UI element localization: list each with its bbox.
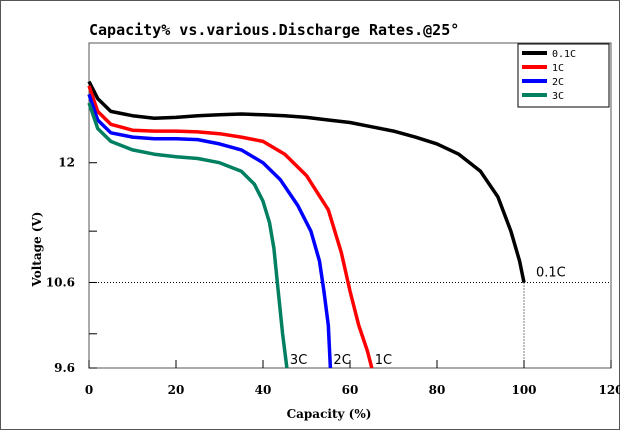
end-label-2C: 2C xyxy=(333,353,350,368)
end-label-1C: 1C xyxy=(375,353,392,368)
legend-label-0.1C: 0.1C xyxy=(552,49,576,60)
series-line-2C xyxy=(87,93,333,369)
x-tick-label: 20 xyxy=(168,383,185,397)
series-line-3C xyxy=(87,102,289,369)
y-axis-label: Voltage (V) xyxy=(30,212,44,288)
y-tick-label: 9.6 xyxy=(54,361,75,375)
series-line-0.1C xyxy=(87,80,526,283)
reference-level-label: 0.1C xyxy=(536,265,566,280)
series-layer xyxy=(87,80,526,369)
legend-label-2C: 2C xyxy=(552,77,564,88)
end-labels: 1C 2C 3C xyxy=(290,353,392,368)
legend-label-1C: 1C xyxy=(552,63,564,74)
ticks-layer: 0 20 40 60 80 100 120 9.6 10.6 12 xyxy=(46,93,620,397)
x-tick-label: 0 xyxy=(85,383,93,397)
x-tick-label: 60 xyxy=(342,383,359,397)
series-line-1C xyxy=(87,85,374,369)
x-tick-label: 40 xyxy=(255,383,272,397)
legend-label-3C: 3C xyxy=(552,91,564,102)
x-tick-label: 80 xyxy=(429,383,446,397)
x-axis-label: Capacity (%) xyxy=(287,407,372,421)
legend: 0.1C 1C 2C 3C xyxy=(517,43,610,108)
end-label-3C: 3C xyxy=(290,353,307,368)
x-tick-label: 120 xyxy=(598,383,620,397)
x-tick-label: 100 xyxy=(511,383,536,397)
y-tick-label: 12 xyxy=(58,156,75,170)
chart-title: Capacity% vs.various.Discharge Rates.@25… xyxy=(89,21,459,39)
y-tick-label: 10.6 xyxy=(46,275,75,289)
